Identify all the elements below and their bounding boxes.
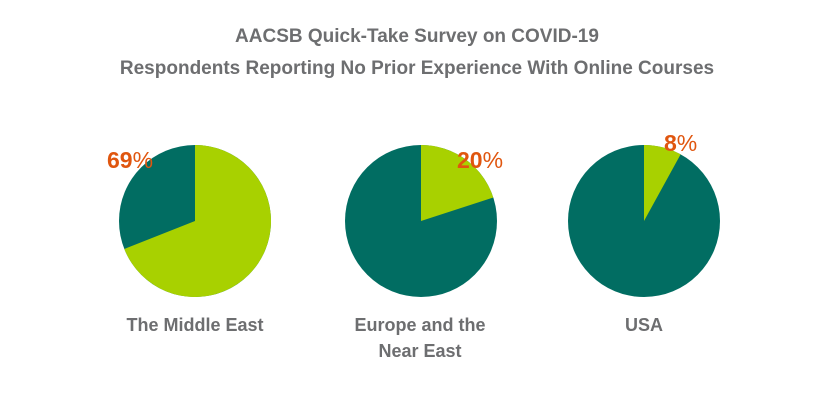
category-label-line-2: Near East: [378, 341, 462, 361]
percent-label-middle-east: 69%: [107, 147, 154, 173]
pie-slice-highlight: [644, 145, 681, 221]
percent-label-usa: 8%: [664, 130, 698, 156]
category-label-middle-east: The Middle East: [126, 315, 264, 335]
pie-slice-highlight: [124, 145, 272, 297]
category-label-europe-near-east: Europe and the Near East: [310, 312, 530, 364]
category-label-line-1: Europe and the: [354, 315, 486, 335]
category-label-usa: USA: [624, 315, 663, 335]
pie-slice-highlight: [421, 145, 494, 221]
percent-label-europe-near-east: 20%: [457, 147, 504, 173]
chart-subtitle: Respondents Reporting No Prior Experienc…: [119, 58, 715, 79]
pie-chart-europe-near-east: [345, 145, 497, 297]
chart-title: AACSB Quick-Take Survey on COVID-19: [235, 26, 599, 47]
pie-chart-middle-east: [119, 145, 272, 297]
pie-chart-usa: [568, 145, 720, 297]
